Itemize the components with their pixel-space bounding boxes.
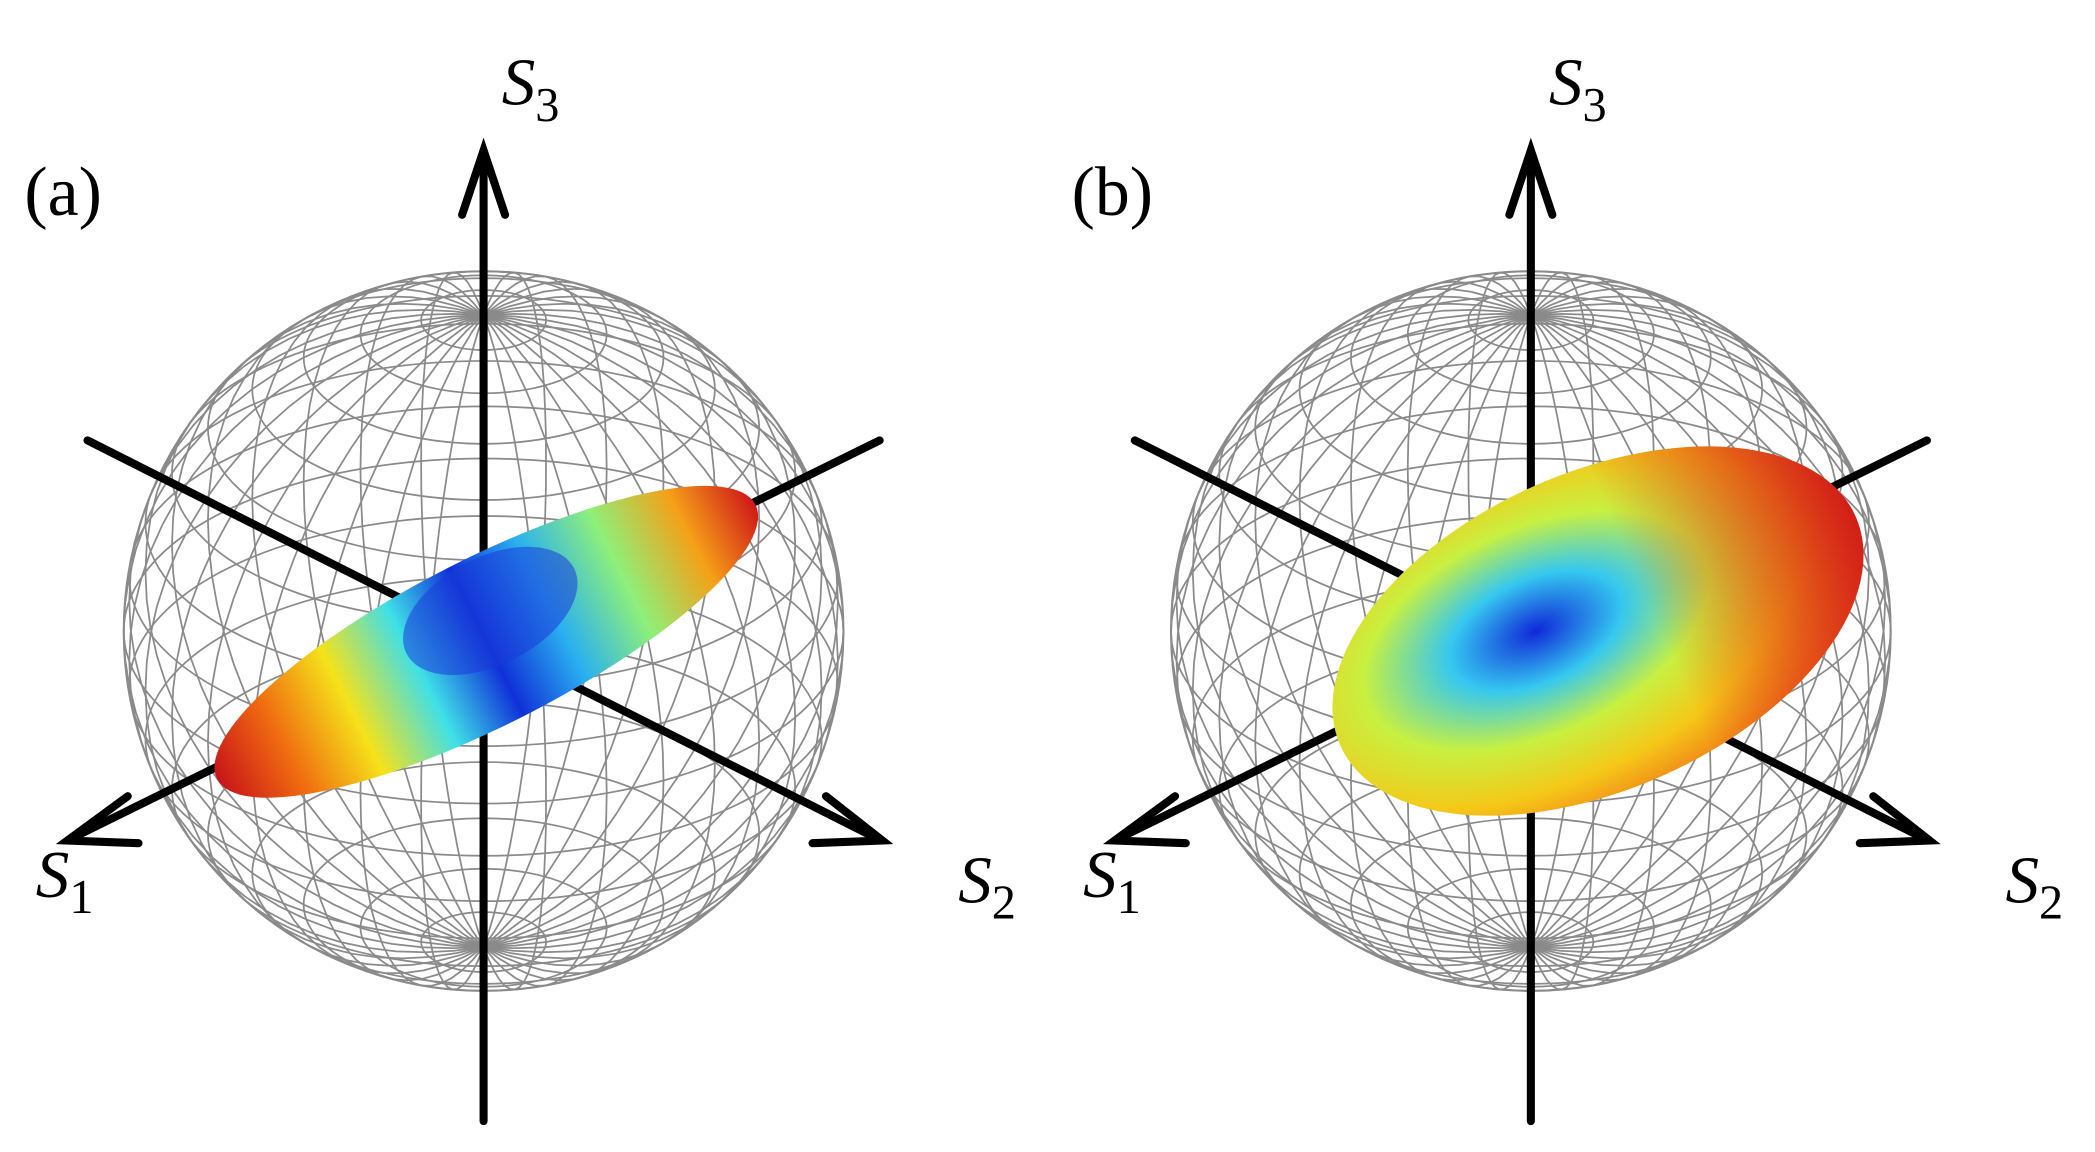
panel-label: (a) — [24, 154, 101, 231]
meridian — [207, 295, 761, 967]
meridian — [1218, 302, 1844, 960]
axis-subscript: 1 — [69, 871, 93, 924]
arrowhead — [1855, 792, 1941, 848]
panel-label: (b) — [1072, 154, 1153, 231]
axis-label: S2 — [2005, 842, 2063, 929]
meridian — [1175, 313, 1887, 950]
meridian — [171, 302, 797, 960]
meridian — [1191, 309, 1870, 954]
axis-subscript: 2 — [992, 876, 1016, 929]
axis-symbol: S — [502, 45, 536, 120]
meridian — [1191, 309, 1870, 954]
axis-symbol: S — [2005, 842, 2039, 917]
meridian — [251, 288, 716, 975]
meridian — [128, 313, 839, 950]
axis-subscript: 3 — [1583, 79, 1607, 132]
axis-subscript: 2 — [2039, 876, 2063, 929]
meridian — [1298, 288, 1764, 975]
axis-label: S1 — [1083, 837, 1141, 924]
arrowhead — [808, 792, 894, 848]
axis-subscript: 3 — [535, 79, 559, 132]
meridian — [171, 302, 797, 960]
axis-symbol: S — [958, 842, 992, 917]
meridian — [128, 313, 839, 950]
meridian — [207, 295, 761, 967]
axis-label: S2 — [958, 842, 1016, 929]
axis-label: S1 — [36, 837, 94, 924]
arrowhead — [458, 137, 510, 219]
axis-symbol: S — [1549, 45, 1583, 120]
axis-subscript: 1 — [1117, 871, 1141, 924]
meridian — [144, 309, 823, 954]
meridian — [1298, 288, 1764, 975]
axis-label: S3 — [502, 45, 560, 132]
surface-core — [403, 546, 578, 676]
surface-edge — [1332, 446, 1864, 816]
meridian — [1218, 302, 1844, 960]
meridian — [1254, 295, 1808, 967]
arrowhead — [1102, 792, 1190, 848]
meridian — [144, 309, 823, 954]
axis-symbol: S — [1083, 837, 1117, 912]
arrowhead — [55, 792, 143, 848]
meridian — [1175, 313, 1887, 950]
arrowhead — [1505, 137, 1557, 219]
meridian — [1254, 295, 1808, 967]
axis-symbol: S — [36, 837, 70, 912]
axis-label: S3 — [1549, 45, 1607, 132]
